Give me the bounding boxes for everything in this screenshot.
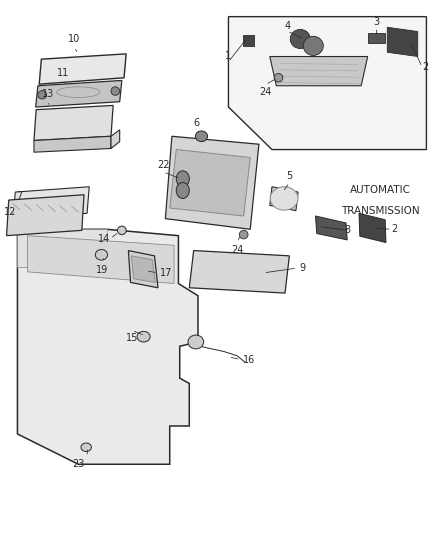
Polygon shape	[34, 106, 113, 141]
Text: 22: 22	[157, 160, 170, 169]
Text: 4: 4	[284, 21, 290, 31]
Polygon shape	[243, 35, 254, 46]
Polygon shape	[36, 80, 122, 107]
Ellipse shape	[239, 230, 248, 239]
Ellipse shape	[303, 36, 323, 55]
Text: 1: 1	[226, 51, 232, 61]
Ellipse shape	[176, 171, 189, 187]
Polygon shape	[367, 33, 385, 43]
Text: 10: 10	[68, 34, 80, 44]
Text: 13: 13	[42, 88, 54, 99]
Polygon shape	[229, 17, 427, 150]
Polygon shape	[131, 256, 155, 282]
Ellipse shape	[38, 91, 46, 99]
Ellipse shape	[95, 249, 107, 260]
Text: TRANSMISSION: TRANSMISSION	[342, 206, 420, 216]
Polygon shape	[166, 136, 259, 229]
Polygon shape	[111, 130, 120, 149]
Text: 12: 12	[4, 207, 16, 217]
Ellipse shape	[270, 187, 298, 210]
Polygon shape	[128, 251, 158, 288]
Polygon shape	[34, 136, 111, 152]
Text: 3: 3	[373, 17, 379, 27]
Text: 17: 17	[160, 268, 172, 278]
Polygon shape	[359, 213, 386, 243]
Polygon shape	[270, 187, 298, 211]
Text: 24: 24	[231, 245, 244, 255]
Ellipse shape	[176, 182, 189, 198]
Ellipse shape	[111, 87, 120, 95]
Polygon shape	[315, 216, 347, 240]
Text: 16: 16	[243, 354, 255, 365]
Ellipse shape	[117, 226, 126, 235]
Text: 19: 19	[96, 265, 108, 276]
Text: 24: 24	[259, 87, 272, 98]
Text: 15: 15	[126, 333, 138, 343]
Ellipse shape	[195, 131, 208, 142]
Polygon shape	[189, 251, 290, 293]
Polygon shape	[170, 150, 250, 216]
Text: AUTOMATIC: AUTOMATIC	[350, 185, 411, 195]
Text: 5: 5	[286, 172, 293, 181]
Ellipse shape	[81, 443, 92, 451]
Text: 11: 11	[57, 68, 69, 78]
Text: 3: 3	[344, 225, 350, 236]
Polygon shape	[270, 56, 367, 86]
Text: 2: 2	[422, 62, 428, 72]
Text: 6: 6	[194, 118, 200, 128]
Text: 9: 9	[300, 263, 305, 273]
Ellipse shape	[274, 74, 283, 82]
Polygon shape	[18, 229, 106, 266]
Text: 2: 2	[392, 224, 398, 235]
Text: 14: 14	[98, 234, 110, 244]
Polygon shape	[39, 54, 126, 84]
Polygon shape	[28, 236, 174, 284]
Ellipse shape	[290, 29, 310, 49]
Text: 7: 7	[16, 191, 23, 201]
Polygon shape	[7, 195, 84, 236]
Polygon shape	[13, 187, 89, 219]
Polygon shape	[18, 229, 198, 464]
Polygon shape	[387, 27, 418, 56]
Ellipse shape	[137, 332, 150, 342]
Text: 23: 23	[73, 459, 85, 470]
Ellipse shape	[188, 335, 204, 349]
